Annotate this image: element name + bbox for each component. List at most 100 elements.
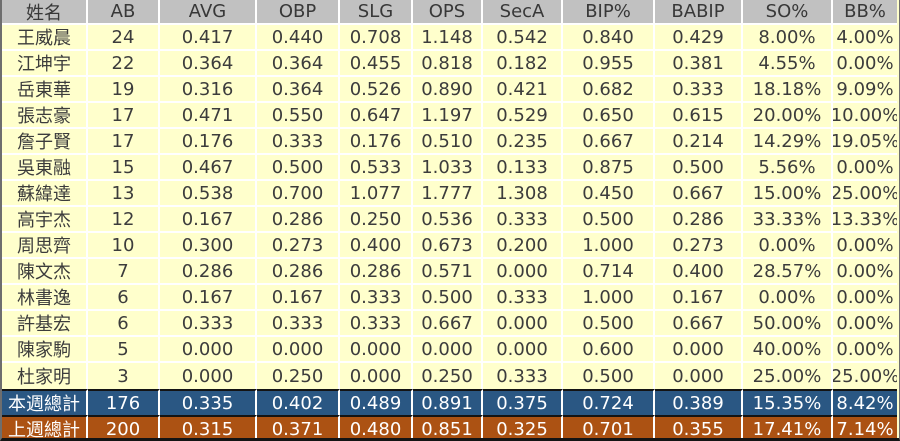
stat-babip: 0.333 (655, 77, 743, 103)
stat-ab: 17 (88, 103, 160, 129)
total-stat-so-pct: 17.41% (743, 415, 833, 438)
stat-ops: 0.673 (413, 233, 483, 259)
column-header-bb-pct: BB% (833, 0, 897, 25)
stat-seca: 0.000 (483, 311, 563, 337)
stat-bb-pct: 25.00% (833, 363, 897, 389)
stat-avg: 0.467 (160, 155, 257, 181)
total-stat-bip-pct: 0.724 (563, 389, 655, 415)
total-stat-seca: 0.375 (483, 389, 563, 415)
player-row: 周思齊 10 0.300 0.273 0.400 0.673 0.200 1.000 0.273… (2, 233, 899, 259)
total-row-last-week: 上週總計 200 0.315 0.371 0.480 0.851 0.325 0.701 0.3… (2, 415, 899, 438)
stat-bip-pct: 1.000 (563, 233, 655, 259)
stat-bb-pct: 4.00% (833, 25, 897, 51)
player-name: 杜家明 (2, 363, 88, 389)
stat-seca: 0.333 (483, 363, 563, 389)
stat-babip: 0.273 (655, 233, 743, 259)
stat-bb-pct: 13.33% (833, 207, 897, 233)
stat-obp: 0.286 (257, 259, 340, 285)
stat-so-pct: 5.56% (743, 155, 833, 181)
stat-seca: 0.333 (483, 285, 563, 311)
total-stat-slg: 0.489 (340, 389, 413, 415)
stat-slg: 1.077 (340, 181, 413, 207)
stat-obp: 0.500 (257, 155, 340, 181)
stat-avg: 0.538 (160, 181, 257, 207)
total-stat-seca: 0.325 (483, 415, 563, 438)
stat-ab: 10 (88, 233, 160, 259)
total-stat-obp: 0.371 (257, 415, 340, 438)
player-name: 詹子賢 (2, 129, 88, 155)
total-stat-so-pct: 15.35% (743, 389, 833, 415)
stat-avg: 0.471 (160, 103, 257, 129)
player-name: 許基宏 (2, 311, 88, 337)
stat-so-pct: 18.18% (743, 77, 833, 103)
stat-slg: 0.333 (340, 285, 413, 311)
stat-babip: 0.429 (655, 25, 743, 51)
stat-seca: 0.542 (483, 25, 563, 51)
stat-avg: 0.286 (160, 259, 257, 285)
stat-ab: 7 (88, 259, 160, 285)
stat-ab: 6 (88, 311, 160, 337)
total-stat-ops: 0.891 (413, 389, 483, 415)
stat-bip-pct: 0.875 (563, 155, 655, 181)
total-stat-bb-pct: 7.14% (833, 415, 897, 438)
stat-ops: 0.500 (413, 285, 483, 311)
player-name: 蘇緯達 (2, 181, 88, 207)
stat-slg: 0.455 (340, 51, 413, 77)
player-row: 杜家明 3 0.000 0.250 0.000 0.250 0.333 0.500 0.000 2… (2, 363, 899, 389)
stat-obp: 0.286 (257, 207, 340, 233)
stat-slg: 0.333 (340, 311, 413, 337)
column-header-ab: AB (88, 0, 160, 25)
stat-slg: 0.286 (340, 259, 413, 285)
total-stat-slg: 0.480 (340, 415, 413, 438)
stat-bb-pct: 19.05% (833, 129, 897, 155)
stat-avg: 0.167 (160, 207, 257, 233)
stat-obp: 0.364 (257, 51, 340, 77)
stat-bb-pct: 0.00% (833, 233, 897, 259)
player-name: 高宇杰 (2, 207, 88, 233)
stat-ops: 0.818 (413, 51, 483, 77)
stat-ab: 13 (88, 181, 160, 207)
column-header-babip: BABIP (655, 0, 743, 25)
stat-avg: 0.333 (160, 311, 257, 337)
player-row: 王威晨 24 0.417 0.440 0.708 1.148 0.542 0.840 0.429… (2, 25, 899, 51)
player-name: 江坤宇 (2, 51, 88, 77)
stat-obp: 0.333 (257, 129, 340, 155)
stat-babip: 0.500 (655, 155, 743, 181)
stat-ops: 1.197 (413, 103, 483, 129)
stat-avg: 0.364 (160, 51, 257, 77)
stat-ops: 1.148 (413, 25, 483, 51)
stat-bip-pct: 0.500 (563, 311, 655, 337)
stat-obp: 0.550 (257, 103, 340, 129)
stat-ops: 0.510 (413, 129, 483, 155)
stat-bb-pct: 10.00% (833, 103, 897, 129)
player-row: 高宇杰 12 0.167 0.286 0.250 0.536 0.333 0.500 0.286… (2, 207, 899, 233)
stat-babip: 0.286 (655, 207, 743, 233)
player-name: 周思齊 (2, 233, 88, 259)
stat-bip-pct: 0.650 (563, 103, 655, 129)
stat-avg: 0.300 (160, 233, 257, 259)
stat-bb-pct: 0.00% (833, 155, 897, 181)
stat-ab: 6 (88, 285, 160, 311)
stat-babip: 0.000 (655, 337, 743, 363)
stat-bb-pct: 0.00% (833, 51, 897, 77)
stat-slg: 0.000 (340, 337, 413, 363)
stat-ab: 24 (88, 25, 160, 51)
stat-babip: 0.400 (655, 259, 743, 285)
stat-ops: 0.667 (413, 311, 483, 337)
stat-so-pct: 15.00% (743, 181, 833, 207)
column-header-ops: OPS (413, 0, 483, 25)
column-header-bip-pct: BIP% (563, 0, 655, 25)
total-stat-babip: 0.389 (655, 389, 743, 415)
player-row: 吳東融 15 0.467 0.500 0.533 1.033 0.133 0.875 0.500… (2, 155, 899, 181)
column-header-slg: SLG (340, 0, 413, 25)
stat-slg: 0.647 (340, 103, 413, 129)
player-row: 許基宏 6 0.333 0.333 0.333 0.667 0.000 0.500 0.667 5… (2, 311, 899, 337)
stat-bip-pct: 0.714 (563, 259, 655, 285)
stat-babip: 0.000 (655, 363, 743, 389)
stat-bb-pct: 0.00% (833, 259, 897, 285)
stat-so-pct: 14.29% (743, 129, 833, 155)
stat-ops: 0.000 (413, 337, 483, 363)
stat-seca: 0.235 (483, 129, 563, 155)
player-row: 詹子賢 17 0.176 0.333 0.176 0.510 0.235 0.667 0.214… (2, 129, 899, 155)
stat-seca: 1.308 (483, 181, 563, 207)
